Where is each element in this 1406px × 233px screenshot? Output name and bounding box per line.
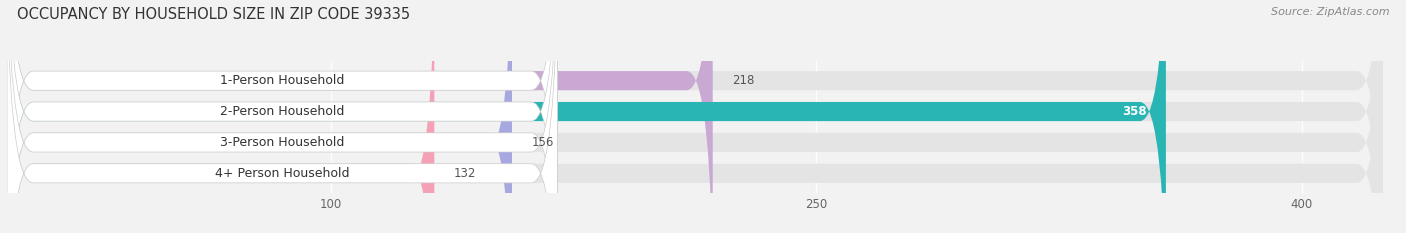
Text: 2-Person Household: 2-Person Household [219,105,344,118]
FancyBboxPatch shape [7,0,557,233]
Text: Source: ZipAtlas.com: Source: ZipAtlas.com [1271,7,1389,17]
FancyBboxPatch shape [7,0,434,233]
Text: 3-Person Household: 3-Person Household [219,136,344,149]
FancyBboxPatch shape [7,0,1382,233]
FancyBboxPatch shape [7,0,713,233]
FancyBboxPatch shape [7,0,1382,233]
FancyBboxPatch shape [7,0,557,233]
FancyBboxPatch shape [7,0,1382,233]
Text: 156: 156 [531,136,554,149]
Text: 132: 132 [454,167,477,180]
FancyBboxPatch shape [7,0,1382,233]
FancyBboxPatch shape [7,0,557,233]
FancyBboxPatch shape [7,0,557,233]
Text: 1-Person Household: 1-Person Household [219,74,344,87]
Text: 4+ Person Household: 4+ Person Household [215,167,350,180]
Text: 358: 358 [1122,105,1146,118]
FancyBboxPatch shape [7,0,1166,233]
FancyBboxPatch shape [7,0,512,233]
Text: OCCUPANCY BY HOUSEHOLD SIZE IN ZIP CODE 39335: OCCUPANCY BY HOUSEHOLD SIZE IN ZIP CODE … [17,7,411,22]
Text: 218: 218 [733,74,755,87]
